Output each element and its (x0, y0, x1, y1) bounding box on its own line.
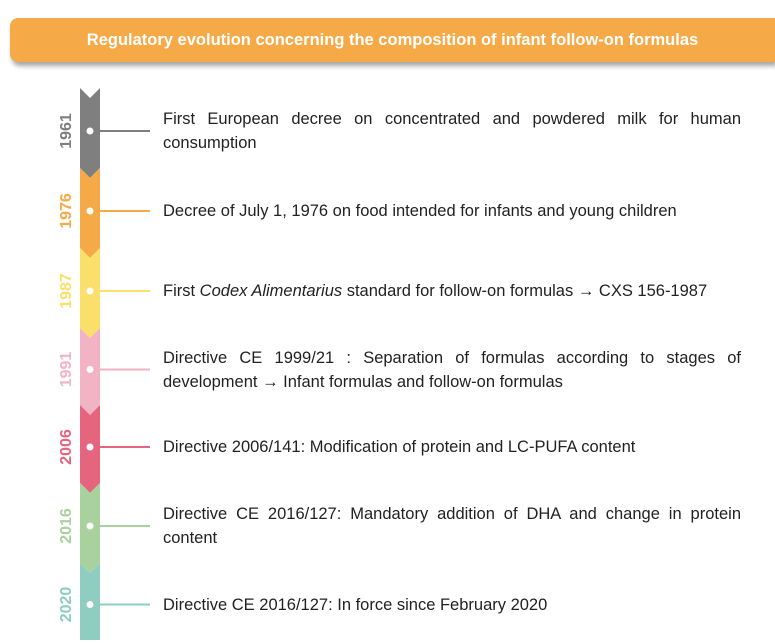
dot (86, 127, 94, 135)
dot (86, 207, 94, 215)
event-text: Directive 2006/141: Modification of prot… (163, 438, 636, 456)
year-label: 1961 (58, 113, 75, 149)
dot (86, 443, 94, 451)
header-title: Regulatory evolution concerning the comp… (10, 18, 775, 62)
dot (86, 287, 94, 295)
dot (86, 601, 94, 608)
event-text: Decree of July 1, 1976 on food intended … (163, 202, 677, 220)
year-label: 2020 (58, 587, 75, 623)
event-text: Directive CE 2016/127: In force since Fe… (163, 595, 548, 614)
dot (86, 522, 94, 530)
year-label: 1991 (58, 352, 75, 388)
year-label: 1987 (58, 273, 75, 309)
event-text: First Codex Alimentarius standard for fo… (163, 279, 741, 303)
dot (86, 366, 94, 373)
event-text-part: First (163, 282, 200, 300)
year-label: 1976 (58, 193, 75, 229)
event-text-part: standard for follow-on formulas → CXS 15… (342, 282, 708, 300)
event-text: First European decree on concentrated an… (163, 110, 741, 152)
year-label: 2006 (58, 429, 75, 465)
event-text-italic: Codex Alimentarius (199, 282, 343, 300)
year-label: 2016 (58, 508, 75, 544)
event-text: Directive CE 1999/21 : Separation of for… (163, 348, 741, 391)
event-text: Directive CE 2016/127: Mandatory additio… (163, 505, 741, 547)
